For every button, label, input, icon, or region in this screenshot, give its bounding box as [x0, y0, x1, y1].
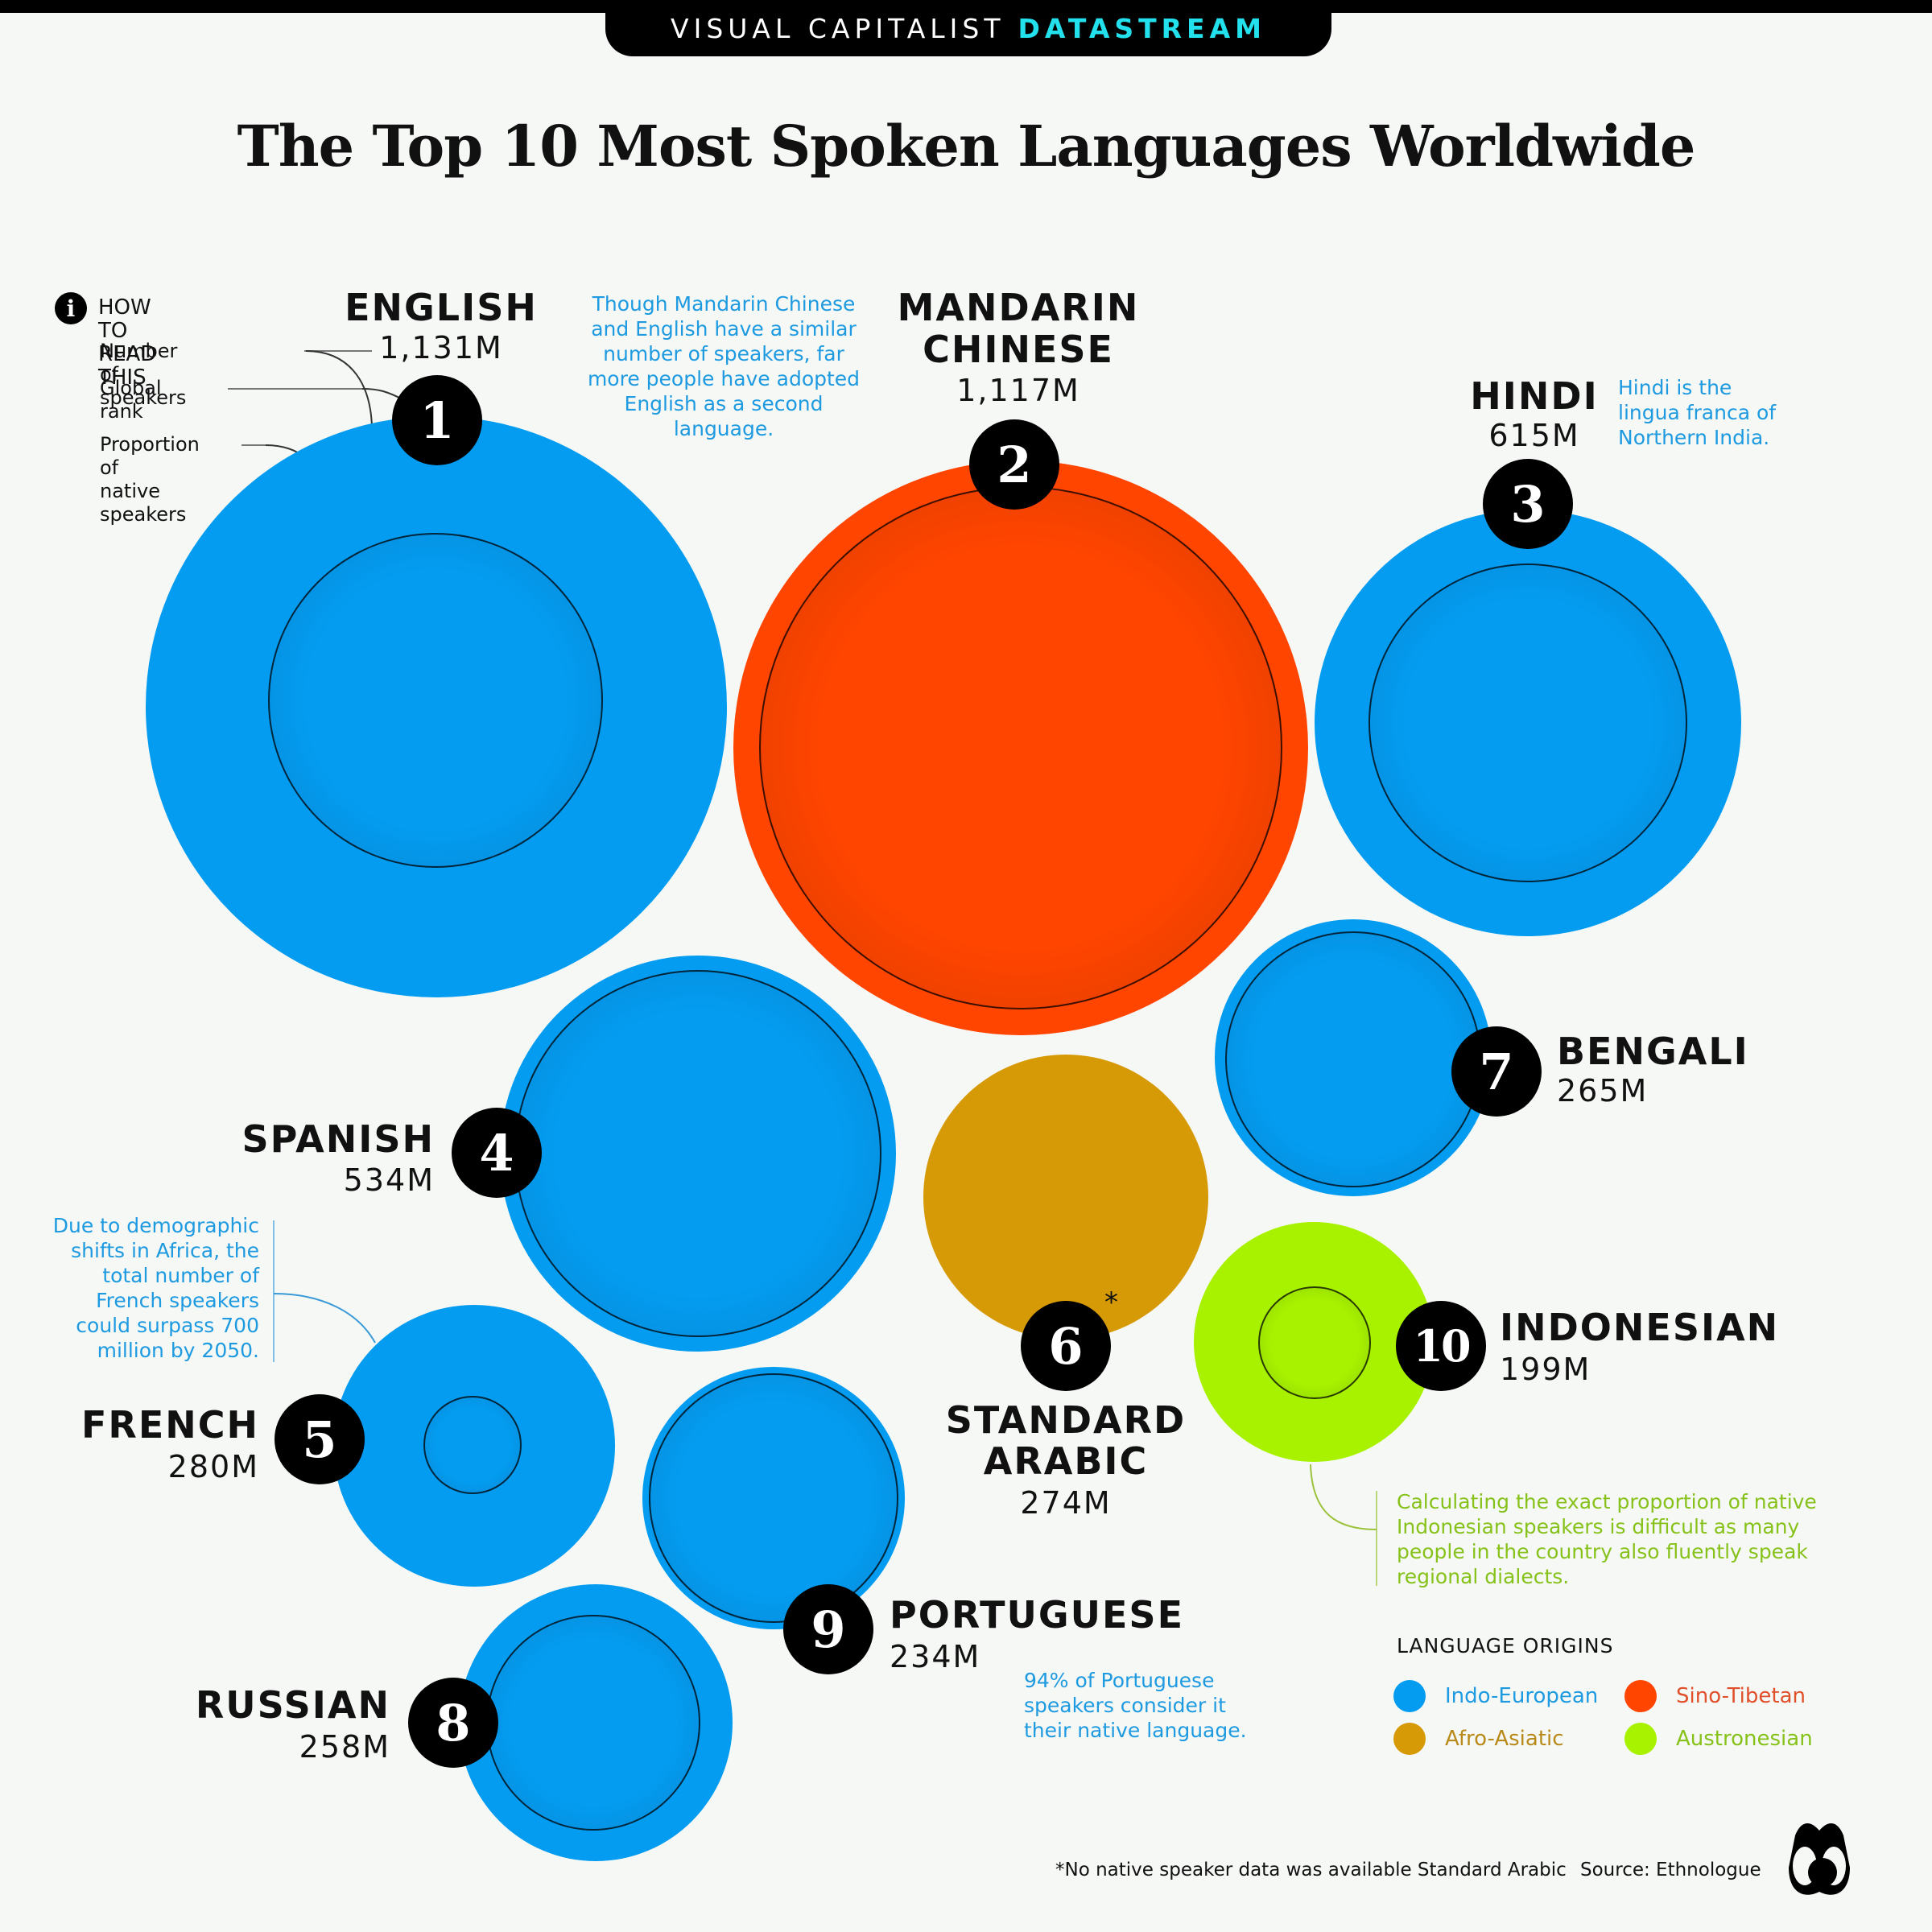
legend-dot-icon	[1624, 1723, 1657, 1755]
native-french	[423, 1396, 522, 1494]
rank-badge-3: 3	[1483, 459, 1573, 549]
value-arabic: 274M	[1020, 1485, 1112, 1521]
note-mandarin: Though Mandarin Chinese and English have…	[587, 292, 861, 440]
legend-item-afro-asiatic: Afro-Asiatic	[1393, 1723, 1564, 1755]
value-spanish: 534M	[343, 1162, 435, 1198]
label-indonesian: INDONESIAN	[1500, 1306, 1780, 1349]
label-arabic-line1: STANDARD	[945, 1398, 1187, 1442]
native-hindi	[1368, 564, 1687, 882]
label-bengali: BENGALI	[1557, 1030, 1749, 1073]
value-hindi: 615M	[1488, 418, 1580, 453]
label-english: ENGLISH	[345, 286, 538, 329]
label-mandarin-line2: CHINESE	[923, 328, 1114, 371]
source: Source: Ethnologue	[1580, 1860, 1761, 1880]
rank-badge-9: 9	[783, 1584, 873, 1674]
value-russian: 258M	[299, 1729, 390, 1765]
value-indonesian: 199M	[1500, 1352, 1591, 1387]
legend-item-indo-european: Indo-European	[1393, 1680, 1598, 1712]
brand-header: VISUAL CAPITALIST DATASTREAM	[605, 0, 1331, 56]
native-english	[268, 533, 603, 868]
note-french: Due to demographic shifts in Africa, the…	[52, 1214, 259, 1362]
note-hindi: Hindi is the lingua franca of Northern I…	[1618, 376, 1777, 449]
value-mandarin: 1,117M	[956, 373, 1080, 408]
legend-label: Afro-Asiatic	[1445, 1727, 1564, 1751]
native-indonesian	[1258, 1286, 1371, 1399]
rank-badge-10: 10	[1396, 1301, 1486, 1391]
note-indonesian: Calculating the exact proportion of nati…	[1397, 1490, 1817, 1588]
label-spanish: SPANISH	[242, 1117, 435, 1161]
rank-badge-6: 6	[1021, 1301, 1111, 1391]
legend-dot-icon	[1624, 1680, 1657, 1712]
rank-badge-8: 8	[408, 1678, 498, 1768]
note-portuguese: 94% of Portuguese speakers consider it t…	[1024, 1669, 1247, 1742]
legend-item-sino-tibetan: Sino-Tibetan	[1624, 1680, 1806, 1712]
native-portuguese	[649, 1373, 898, 1623]
rank-badge-7: 7	[1451, 1026, 1542, 1117]
brand-primary: VISUAL CAPITALIST	[671, 12, 1005, 44]
label-portuguese: PORTUGUESE	[890, 1593, 1184, 1637]
legend-dot-icon	[1393, 1723, 1426, 1755]
brand-secondary: DATASTREAM	[1018, 12, 1266, 44]
rank-badge-4: 4	[452, 1108, 542, 1198]
native-spanish	[514, 970, 881, 1337]
footnote: *No native speaker data was available St…	[1055, 1860, 1567, 1880]
label-russian: RUSSIAN	[195, 1683, 390, 1727]
rank-badge-2: 2	[969, 419, 1059, 510]
native-mandarin	[759, 486, 1282, 1009]
legend-label: Austronesian	[1676, 1727, 1813, 1751]
label-mandarin-line1: MANDARIN	[897, 286, 1140, 329]
legend-title: LANGUAGE ORIGINS	[1397, 1634, 1614, 1657]
legend-label: Indo-European	[1445, 1684, 1599, 1708]
legend-item-austronesian: Austronesian	[1624, 1723, 1813, 1755]
how-proportion-native: Proportion of native speakers	[100, 433, 200, 526]
page-title: The Top 10 Most Spoken Languages Worldwi…	[237, 113, 1696, 180]
info-icon: i	[55, 292, 87, 324]
label-arabic-line2: ARABIC	[983, 1439, 1149, 1483]
how-to-read-heading: HOW TO READ THIS	[98, 295, 157, 390]
label-hindi: HINDI	[1470, 374, 1599, 418]
visual-capitalist-logo-icon	[1789, 1823, 1850, 1895]
native-russian	[486, 1615, 700, 1831]
rank-badge-5: 5	[275, 1394, 365, 1484]
rank-badge-1: 1	[392, 375, 482, 465]
native-bengali	[1225, 931, 1481, 1187]
label-french: FRENCH	[80, 1403, 259, 1447]
value-english: 1,131M	[379, 330, 503, 365]
legend-label: Sino-Tibetan	[1676, 1684, 1806, 1708]
how-global-rank: Global rank	[100, 377, 162, 423]
legend-dot-icon	[1393, 1680, 1426, 1712]
value-bengali: 265M	[1557, 1073, 1649, 1108]
value-portuguese: 234M	[890, 1639, 981, 1674]
value-french: 280M	[167, 1449, 259, 1484]
arabic-asterisk: *	[1104, 1286, 1118, 1319]
bubble-standard-arabic	[923, 1055, 1208, 1340]
how-number-of-speakers: Number of speakers	[100, 340, 187, 409]
